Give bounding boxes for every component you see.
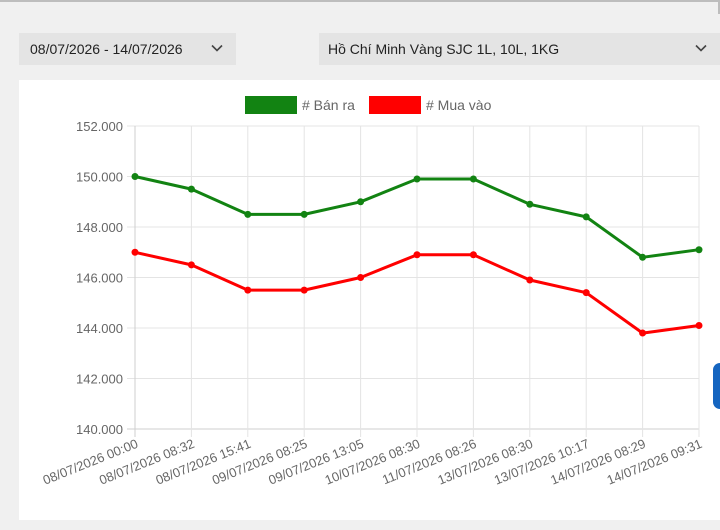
product-select[interactable]: Hồ Chí Minh Vàng SJC 1L, 10L, 1KG [319,33,720,65]
y-tick-label: 142.000 [76,372,123,387]
data-point-1 [300,210,308,218]
legend-swatch-1 [245,96,297,114]
legend-label-2: # Mua vào [426,97,492,113]
y-tick-label: 140.000 [76,422,123,437]
y-tick-label: 146.000 [76,271,123,286]
data-point-2 [413,251,421,259]
data-point-2 [187,261,195,269]
date-range-picker[interactable]: 08/07/2026 - 14/07/2026 [19,33,236,65]
side-floating-button[interactable] [713,363,720,409]
data-point-1 [357,198,365,206]
y-tick-label: 144.000 [76,321,123,336]
data-point-1 [469,175,477,183]
date-range-value: 08/07/2026 - 14/07/2026 [30,41,183,57]
data-point-2 [131,248,139,256]
y-tick-label: 152.000 [76,119,123,134]
data-point-2 [469,251,477,259]
data-point-1 [244,210,252,218]
top-border [0,0,718,2]
y-tick-label: 150.000 [76,170,123,185]
chart-card: 140.000 142.000 144.000 146.000 148.000 150.0… [19,80,720,520]
chevron-down-icon [211,44,223,52]
x-tick-label: 14/07/2026 09:31 [605,436,704,488]
data-point-2 [639,329,647,337]
data-point-1 [639,253,647,261]
data-point-2 [300,286,308,294]
data-point-1 [526,200,534,208]
data-point-1 [131,173,139,180]
product-select-value: Hồ Chí Minh Vàng SJC 1L, 10L, 1KG [328,41,560,57]
data-point-2 [244,286,252,294]
chevron-down-icon [695,44,707,52]
data-point-1 [413,175,421,183]
data-point-1 [695,246,703,254]
data-point-1 [187,185,195,193]
y-tick-label: 148.000 [76,220,123,235]
legend-swatch-2 [369,96,421,114]
top-border-corner [718,0,720,14]
data-point-2 [695,321,703,329]
data-point-2 [526,276,534,284]
data-point-2 [582,289,590,297]
legend-label-1: # Bán ra [302,97,355,113]
price-line-chart: 140.000 142.000 144.000 146.000 148.000 150.0… [41,96,704,488]
data-point-1 [582,213,590,221]
data-point-2 [357,274,365,281]
